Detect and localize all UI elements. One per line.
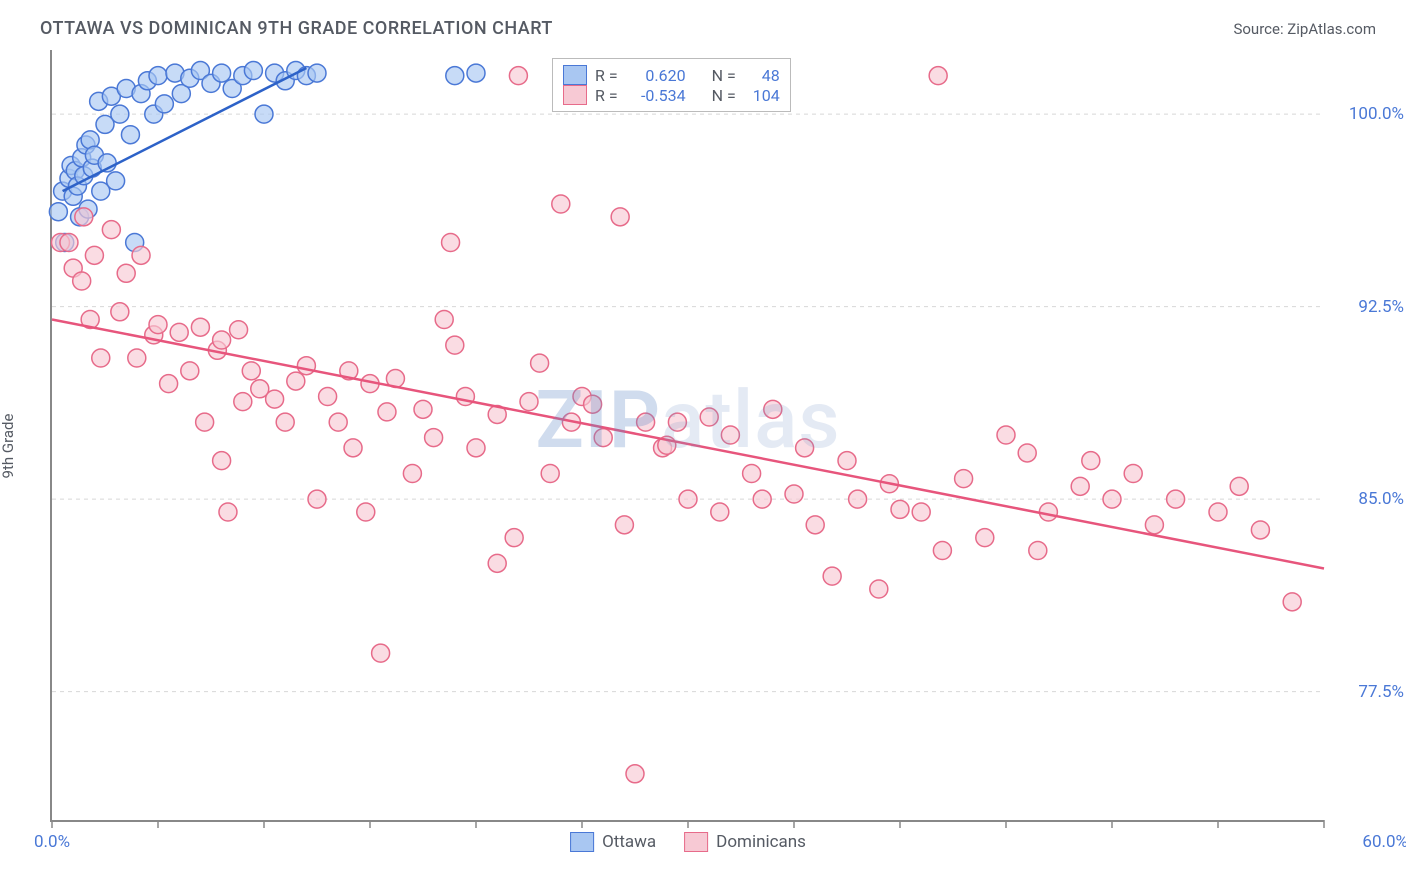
x-tick-label-max: 60.0% — [1362, 832, 1406, 852]
n-prefix: N = — [712, 66, 736, 85]
r-value-dominicans: -0.534 — [626, 86, 686, 105]
chart-header: OTTAWA VS DOMINICAN 9TH GRADE CORRELATIO… — [40, 18, 1376, 39]
r-prefix: R = — [595, 66, 618, 85]
legend-swatch-dominicans — [684, 832, 708, 852]
r-prefix: R = — [595, 86, 618, 105]
legend-label: Ottawa — [602, 832, 656, 852]
y-tick-label: 85.0% — [1334, 489, 1404, 509]
stats-legend-row: R = -0.534 N = 104 — [563, 85, 780, 105]
n-prefix: N = — [712, 86, 736, 105]
legend-swatch-ottawa — [563, 65, 587, 85]
series-legend: Ottawa Dominicans — [570, 832, 806, 852]
stats-legend-row: R = 0.620 N = 48 — [563, 65, 780, 85]
y-tick-label: 77.5% — [1334, 682, 1404, 702]
y-tick-label: 100.0% — [1334, 104, 1404, 124]
legend-swatch-ottawa — [570, 832, 594, 852]
legend-swatch-dominicans — [563, 85, 587, 105]
scatter-plot: ZIPatlas 100.0% 92.5% 85.0% 77.5% 0.0% 6… — [50, 50, 1324, 822]
stats-legend: R = 0.620 N = 48 R = -0.534 N = 104 — [552, 58, 791, 112]
y-tick-label: 92.5% — [1334, 297, 1404, 317]
y-axis-label: 9th Grade — [0, 414, 17, 479]
x-tick-label-min: 0.0% — [34, 832, 70, 852]
n-value-dominicans: 104 — [744, 86, 780, 105]
chart-source: Source: ZipAtlas.com — [1233, 20, 1376, 38]
plot-svg — [52, 50, 1324, 820]
r-value-ottawa: 0.620 — [626, 66, 686, 85]
legend-label: Dominicans — [716, 832, 806, 852]
chart-title: OTTAWA VS DOMINICAN 9TH GRADE CORRELATIO… — [40, 18, 553, 39]
legend-item-dominicans: Dominicans — [684, 832, 806, 852]
legend-item-ottawa: Ottawa — [570, 832, 656, 852]
n-value-ottawa: 48 — [744, 66, 780, 85]
